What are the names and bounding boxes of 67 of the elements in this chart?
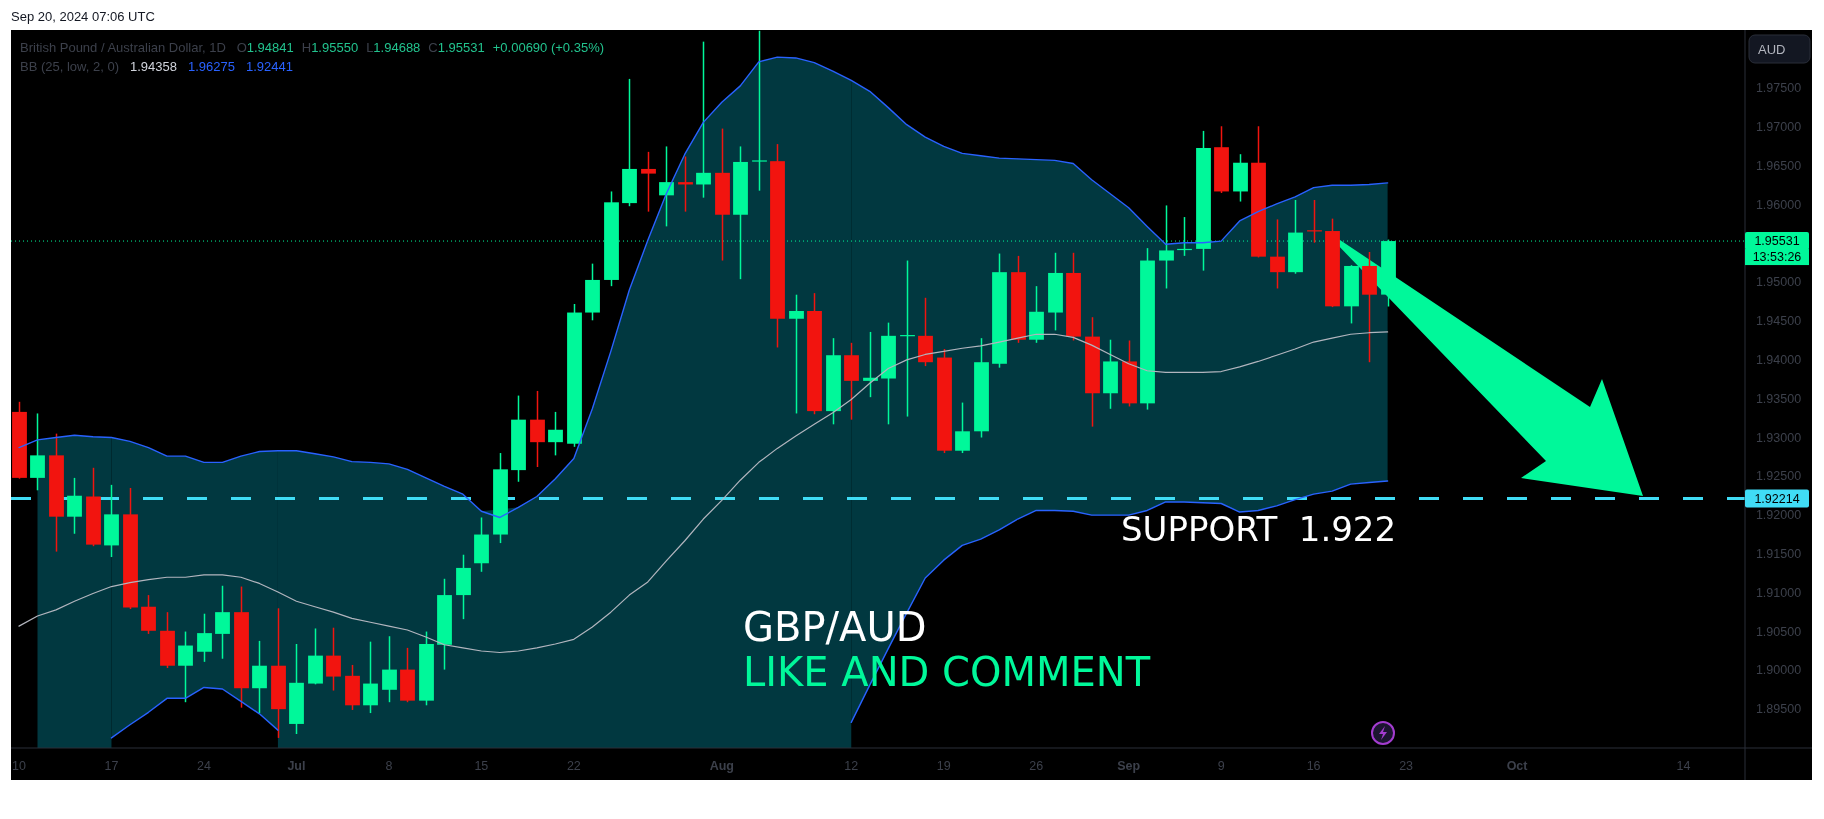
annotation: 1.94358 bbox=[129, 59, 177, 74]
ref-line-label: 1.95531 bbox=[1754, 234, 1800, 249]
text: 13:53:26 bbox=[1752, 250, 1802, 265]
annotation: BB (25, low, 2, 0) bbox=[20, 59, 119, 74]
annotation: L1.94688 bbox=[366, 40, 421, 55]
y-tick-label: 1.94000 bbox=[1755, 352, 1802, 367]
candlestick bbox=[530, 390, 545, 468]
x-tick-label: 16 bbox=[1306, 759, 1321, 773]
annotation: H1.95550 bbox=[301, 40, 359, 55]
annotation: SUPPORT 1.922 bbox=[1121, 508, 1397, 549]
y-tick-label: 1.91500 bbox=[1755, 546, 1802, 561]
currency-button: AUD bbox=[1748, 34, 1811, 64]
x-tick-label: Oct bbox=[1506, 759, 1529, 773]
x-tick-label: 12 bbox=[844, 759, 859, 773]
y-tick-label: 1.92500 bbox=[1755, 469, 1802, 484]
annotation: 1.92441 bbox=[245, 59, 293, 74]
annotation: 1.96275 bbox=[187, 59, 235, 74]
x-tick-label: 26 bbox=[1029, 759, 1044, 773]
y-tick-label: 1.89500 bbox=[1755, 702, 1802, 717]
candlestick bbox=[548, 411, 563, 457]
candlestick bbox=[197, 612, 212, 663]
annotation: +0.00690 (+0.35%) bbox=[492, 40, 605, 55]
annotation: O1.94841 bbox=[236, 40, 294, 55]
annotation: C1.95531 bbox=[428, 40, 485, 55]
candlestick bbox=[30, 412, 45, 492]
candlestick bbox=[752, 30, 767, 192]
x-tick-label: 9 bbox=[1217, 759, 1225, 773]
x-tick-label: 14 bbox=[1676, 759, 1691, 773]
x-tick-label: 8 bbox=[385, 759, 393, 773]
y-tick-label: 1.95000 bbox=[1755, 275, 1802, 290]
y-tick-label: 1.96000 bbox=[1755, 197, 1802, 212]
y-tick-label: 1.92000 bbox=[1755, 508, 1802, 523]
text: Sep 20, 2024 07:06 UTC bbox=[11, 9, 155, 24]
candlestick bbox=[641, 151, 656, 213]
candlestick bbox=[178, 630, 193, 703]
x-tick-label: 23 bbox=[1399, 759, 1414, 773]
candlestick bbox=[363, 640, 378, 714]
candlestick bbox=[215, 585, 230, 660]
x-tick-label: 19 bbox=[936, 759, 951, 773]
candlestick bbox=[1270, 218, 1285, 290]
x-tick-label: Sep bbox=[1117, 759, 1141, 773]
y-tick-label: 1.97500 bbox=[1755, 81, 1802, 96]
candlestick bbox=[659, 145, 674, 228]
y-tick-label: 1.90000 bbox=[1755, 663, 1802, 678]
x-tick-label: Aug bbox=[709, 759, 734, 773]
y-tick-label: 1.93500 bbox=[1755, 391, 1802, 406]
candlestick bbox=[67, 477, 82, 535]
x-tick-label: 10 bbox=[12, 759, 26, 773]
candlestick bbox=[955, 401, 970, 454]
y-tick-label: 1.96500 bbox=[1755, 158, 1802, 173]
text: British Pound / Australian Dollar, 1D bbox=[20, 40, 226, 55]
x-tick-label: 15 bbox=[474, 759, 489, 773]
candlestick bbox=[789, 293, 804, 415]
candlestick bbox=[252, 640, 267, 714]
y-tick-label: 1.91000 bbox=[1755, 585, 1802, 600]
x-tick-label: 24 bbox=[196, 759, 211, 773]
y-tick-label: 1.93000 bbox=[1755, 430, 1802, 445]
candlestick bbox=[696, 40, 711, 199]
ref-line-label: 1.92214 bbox=[1754, 491, 1800, 506]
x-tick-label: 22 bbox=[566, 759, 581, 773]
y-tick-label: 1.97000 bbox=[1755, 120, 1802, 135]
y-tick-label: 1.94500 bbox=[1755, 314, 1802, 329]
x-tick-label: 17 bbox=[104, 759, 119, 773]
candlestick bbox=[382, 635, 397, 703]
y-tick-label: 1.90500 bbox=[1755, 624, 1802, 639]
candlestick bbox=[326, 626, 341, 692]
x-tick-label: Jul bbox=[287, 759, 306, 773]
